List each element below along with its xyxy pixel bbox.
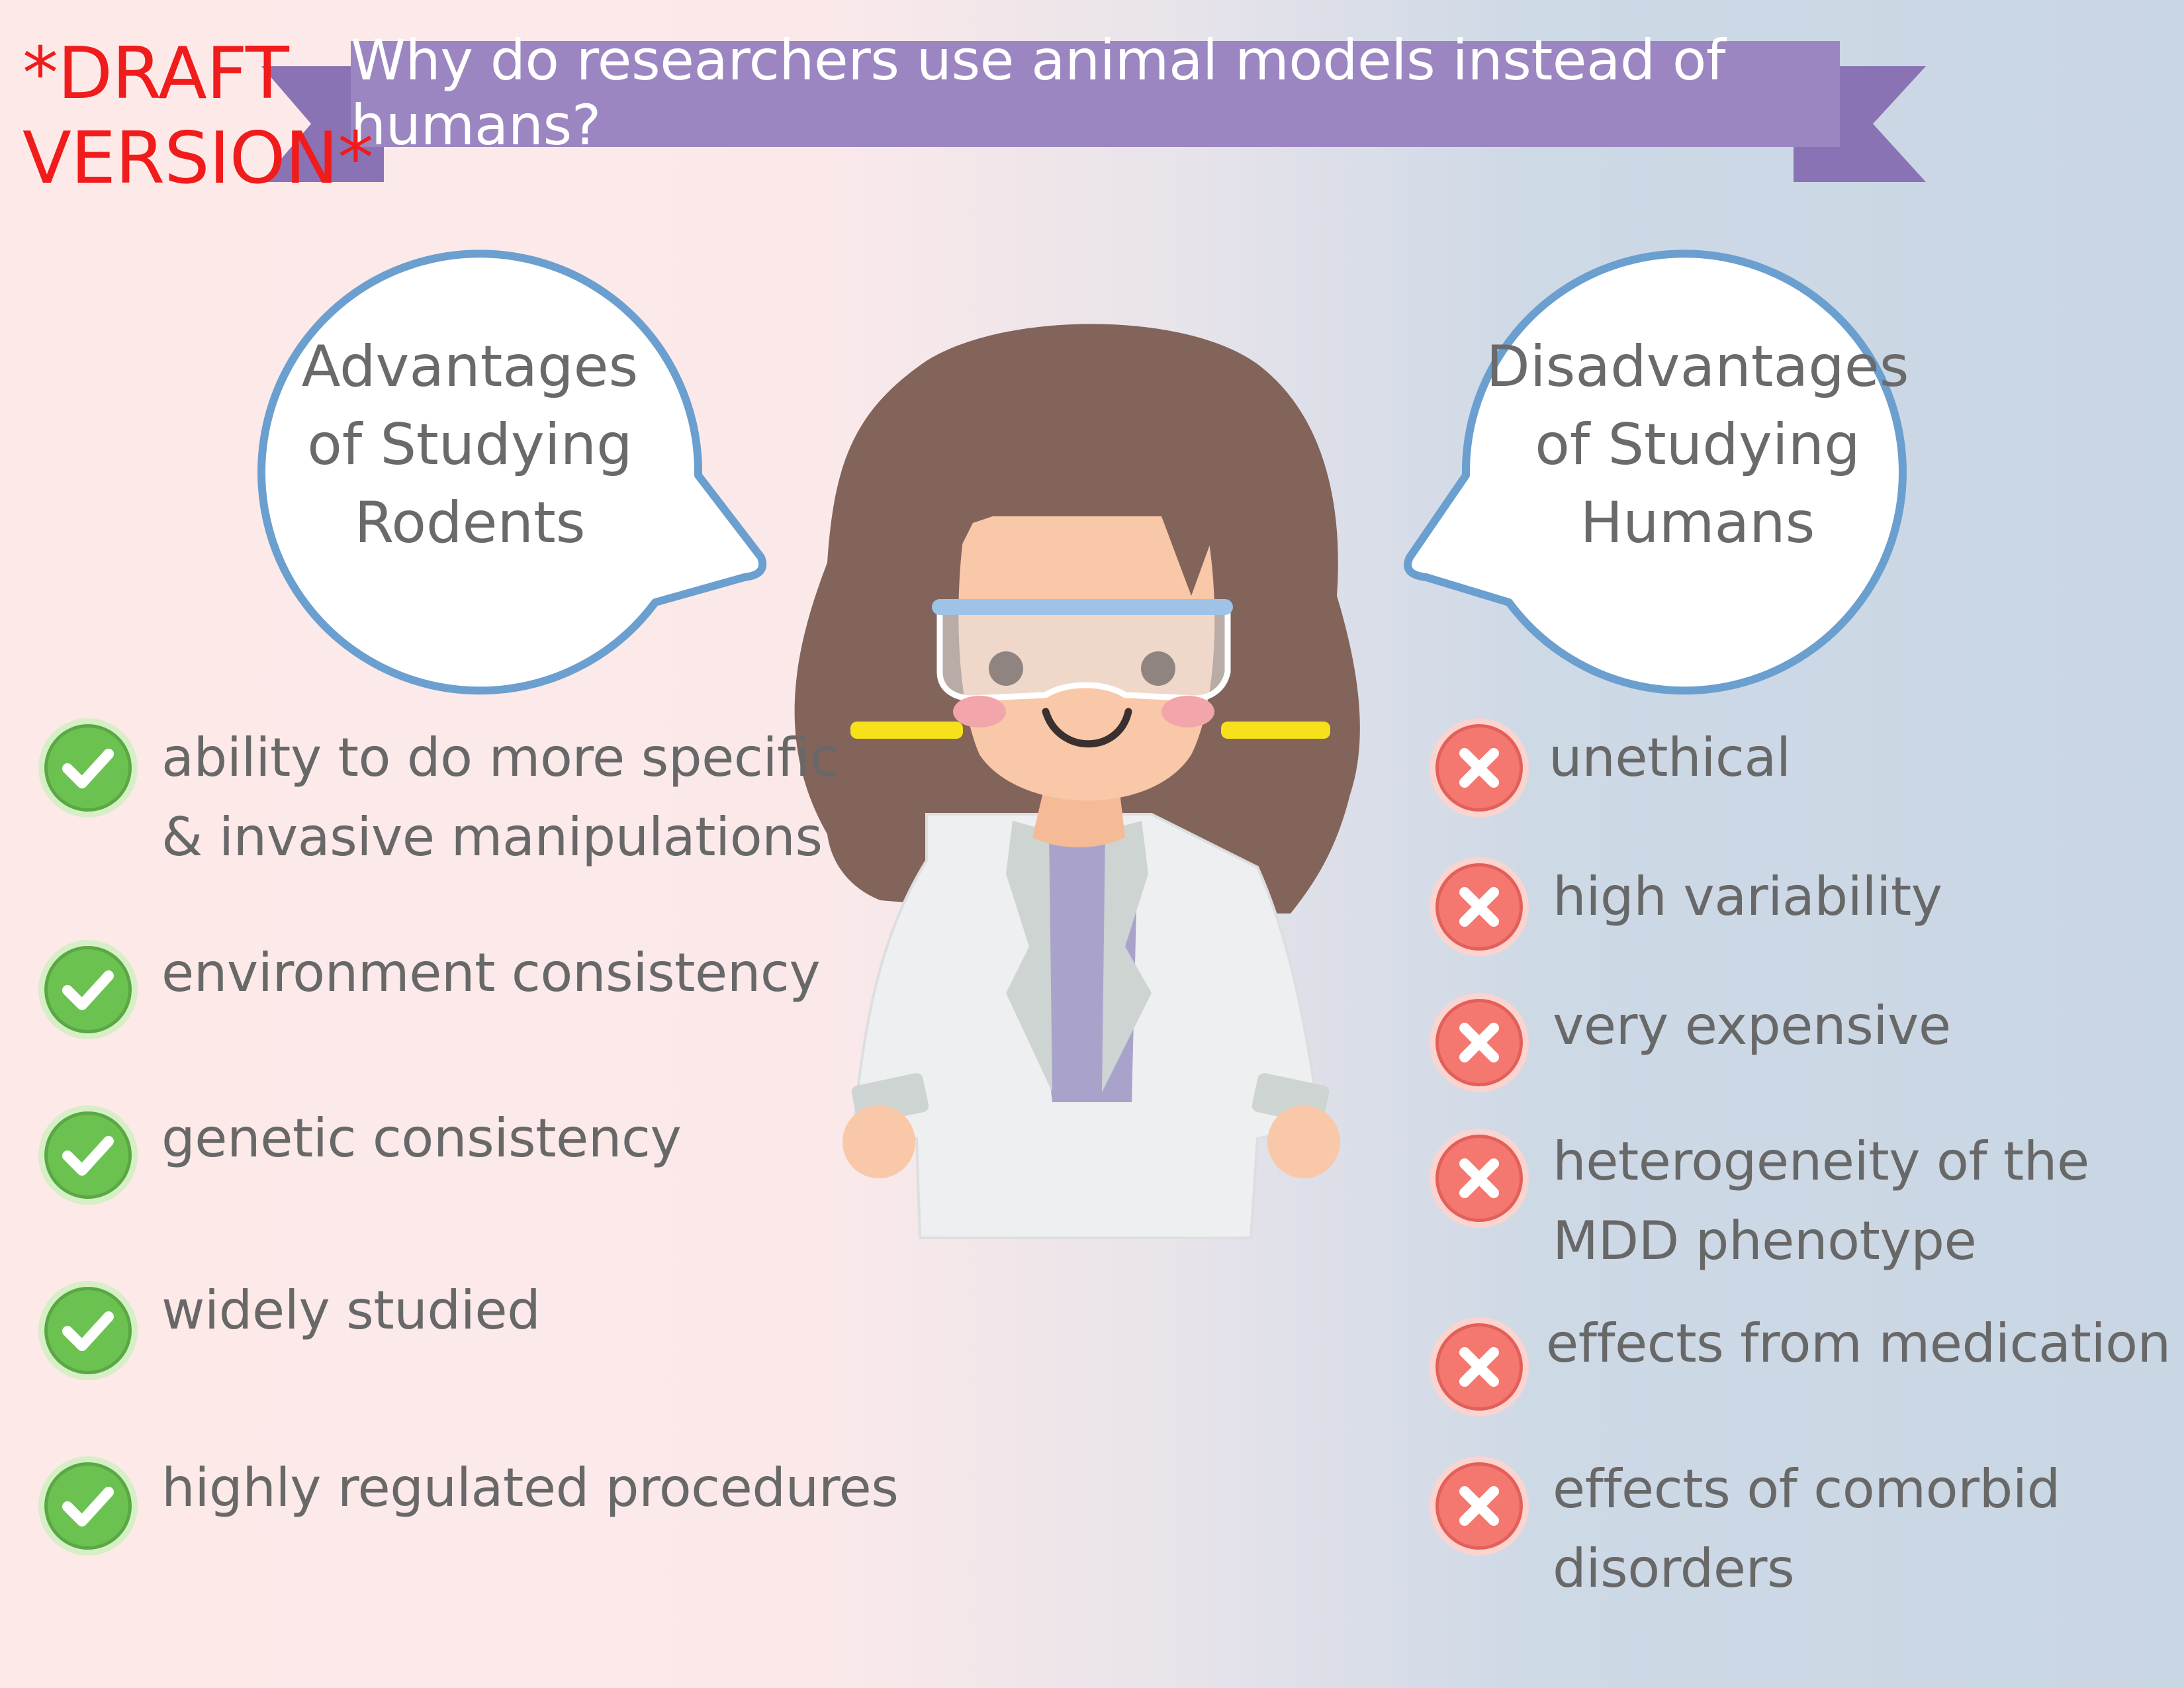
goggle-strap-right: [1221, 722, 1330, 739]
advantage-item: genetic consistency: [38, 1105, 682, 1205]
label-line: effects from medication: [1546, 1313, 2171, 1374]
cross-icon: [1430, 857, 1529, 957]
check-icon: [38, 1281, 138, 1380]
eye-right: [1141, 651, 1175, 686]
bubble-line: Advantages: [301, 334, 639, 400]
disadvantage-label: high variability: [1553, 857, 1942, 937]
left-speech-bubble: [257, 250, 767, 695]
advantage-label: ability to do more specific & invasive m…: [161, 718, 839, 877]
left-bubble-text: Advantages of Studying Rodents: [271, 328, 668, 562]
cross-icon: [1430, 718, 1529, 818]
check-icon: [38, 940, 138, 1039]
label-line: unethical: [1549, 727, 1791, 788]
right-bubble-text: Disadvantages of Studying Humans: [1486, 328, 1909, 562]
label-line: MDD phenotype: [1553, 1210, 1977, 1272]
goggle-strap-left: [850, 722, 963, 739]
label-line: & invasive manipulations: [161, 806, 823, 868]
disadvantage-label: effects from medication: [1546, 1304, 2171, 1383]
check-icon: [38, 1105, 138, 1205]
check-icon: [38, 718, 138, 818]
disadvantage-label: unethical: [1549, 718, 1791, 798]
bubble-line: Disadvantages: [1486, 334, 1909, 400]
label-line: ability to do more specific: [161, 727, 839, 788]
draft-version-label: *DRAFT VERSION*: [23, 32, 373, 201]
eye-left: [989, 651, 1023, 686]
cross-icon: [1430, 1456, 1529, 1556]
bubble-line: of Studying: [1535, 412, 1860, 478]
label-line: disorders: [1553, 1538, 1795, 1599]
disadvantage-label: heterogeneity of the MDD phenotype: [1553, 1122, 2089, 1281]
label-line: widely studied: [161, 1280, 541, 1341]
draft-label-line: VERSION*: [23, 117, 373, 200]
hair-fringe: [922, 357, 1261, 596]
disadvantage-item: effects from medication: [1430, 1313, 2171, 1417]
cross-icon: [1430, 1317, 1529, 1417]
disadvantage-item: high variability: [1430, 857, 1942, 957]
label-line: effects of comorbid: [1553, 1458, 2060, 1520]
bubble-line: Humans: [1580, 490, 1815, 556]
disadvantage-item: heterogeneity of the MDD phenotype: [1430, 1129, 2089, 1281]
disadvantage-item: very expensive: [1430, 993, 1951, 1092]
advantage-item: ability to do more specific & invasive m…: [38, 718, 839, 877]
label-line: genetic consistency: [161, 1107, 682, 1169]
advantage-item: highly regulated procedures: [38, 1456, 899, 1556]
check-icon: [38, 1456, 138, 1556]
label-line: highly regulated procedures: [161, 1457, 899, 1519]
advantage-label: environment consistency: [161, 933, 821, 1013]
goggle-rim: [932, 599, 1233, 615]
disadvantage-item: effects of comorbid disorders: [1430, 1456, 2060, 1609]
advantage-item: environment consistency: [38, 940, 821, 1039]
goggles: [936, 606, 1231, 702]
blush-left: [953, 696, 1006, 727]
advantage-label: highly regulated procedures: [161, 1448, 899, 1528]
advantage-label: widely studied: [161, 1271, 541, 1350]
title-banner: [261, 41, 1926, 182]
advantage-item: widely studied: [38, 1280, 541, 1380]
bubble-line: of Studying: [307, 412, 633, 478]
label-line: very expensive: [1553, 995, 1951, 1056]
speech-bubbles: [257, 250, 1907, 695]
hand-left: [842, 1105, 915, 1178]
disadvantage-label: effects of comorbid disorders: [1553, 1450, 2060, 1609]
advantage-label: genetic consistency: [161, 1099, 682, 1178]
right-speech-bubble: [1404, 250, 1907, 695]
label-line: heterogeneity of the: [1553, 1131, 2089, 1192]
disadvantage-item: unethical: [1430, 718, 1791, 818]
label-line: environment consistency: [161, 942, 821, 1004]
hand-right: [1267, 1105, 1340, 1178]
disadvantage-label: very expensive: [1553, 986, 1951, 1066]
cross-icon: [1430, 1129, 1529, 1228]
bubble-line: Rodents: [354, 490, 586, 556]
cross-icon: [1430, 993, 1529, 1092]
draft-label-line: *DRAFT: [23, 32, 289, 115]
lapel-left: [1006, 821, 1052, 1092]
lapel-right: [1102, 821, 1152, 1092]
smile: [1042, 708, 1132, 748]
blush-right: [1161, 696, 1214, 727]
label-line: high variability: [1553, 866, 1942, 927]
banner-body: [351, 41, 1840, 147]
